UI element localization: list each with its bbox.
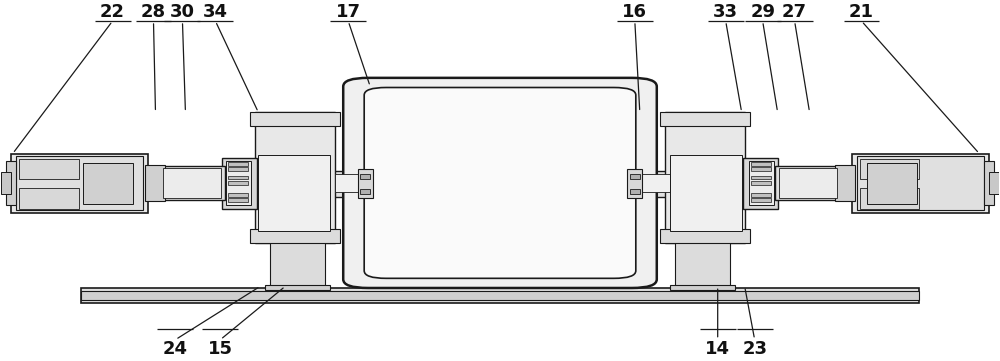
Bar (630, 171, 670, 197)
Bar (228, 176, 248, 179)
Text: 28: 28 (141, 3, 166, 21)
FancyBboxPatch shape (364, 87, 636, 278)
Bar (989, 172, 999, 194)
Bar (335, 174, 370, 192)
Bar (19, 188, 79, 209)
Bar (670, 284, 735, 290)
Bar (627, 169, 642, 199)
Bar (835, 165, 855, 201)
Bar (860, 159, 919, 179)
Bar (751, 193, 771, 197)
Bar (660, 112, 750, 126)
Bar (675, 242, 730, 288)
Text: 22: 22 (100, 3, 125, 21)
Bar (265, 284, 330, 290)
Text: 15: 15 (208, 340, 233, 358)
Bar (751, 176, 771, 179)
Bar (226, 161, 251, 205)
Bar (258, 155, 330, 231)
Text: 24: 24 (163, 340, 188, 358)
Bar (81, 288, 919, 304)
Bar (163, 168, 221, 199)
Bar (250, 112, 340, 126)
Bar (145, 165, 165, 201)
Bar (222, 158, 257, 209)
Bar (775, 166, 840, 200)
Text: 14: 14 (705, 340, 730, 358)
Bar (751, 199, 771, 202)
Bar (749, 161, 774, 205)
Bar (81, 291, 919, 300)
Bar (751, 181, 771, 184)
Bar (665, 112, 745, 243)
Bar (160, 166, 225, 200)
Text: 16: 16 (622, 3, 647, 21)
Bar (228, 162, 248, 166)
Bar (228, 199, 248, 202)
Bar (228, 193, 248, 197)
Bar (83, 163, 133, 204)
Bar (255, 112, 335, 243)
Bar (330, 171, 370, 197)
Bar (852, 154, 989, 213)
Bar (751, 168, 771, 171)
Bar (16, 156, 143, 210)
Text: 33: 33 (713, 3, 738, 21)
Bar (6, 161, 16, 205)
Bar (250, 230, 340, 243)
Bar (228, 168, 248, 171)
Bar (860, 188, 919, 209)
Text: 21: 21 (849, 3, 874, 21)
Text: 34: 34 (203, 3, 228, 21)
Bar (635, 174, 670, 192)
Bar (779, 168, 837, 199)
Bar (743, 158, 778, 209)
Bar (360, 189, 370, 194)
Text: 23: 23 (742, 340, 767, 358)
Bar (857, 156, 984, 210)
Bar (660, 230, 750, 243)
Bar (360, 174, 370, 179)
Bar (358, 169, 373, 199)
Bar (984, 161, 994, 205)
Bar (270, 242, 325, 288)
Bar (630, 189, 640, 194)
Bar (228, 181, 248, 184)
Text: 30: 30 (170, 3, 195, 21)
Bar (1, 172, 11, 194)
Text: 17: 17 (336, 3, 361, 21)
Bar (670, 155, 742, 231)
Text: 29: 29 (750, 3, 775, 21)
Bar (751, 162, 771, 166)
Bar (11, 154, 148, 213)
Bar (630, 174, 640, 179)
Text: 27: 27 (782, 3, 807, 21)
FancyBboxPatch shape (343, 78, 657, 288)
Bar (19, 159, 79, 179)
Bar (867, 163, 917, 204)
